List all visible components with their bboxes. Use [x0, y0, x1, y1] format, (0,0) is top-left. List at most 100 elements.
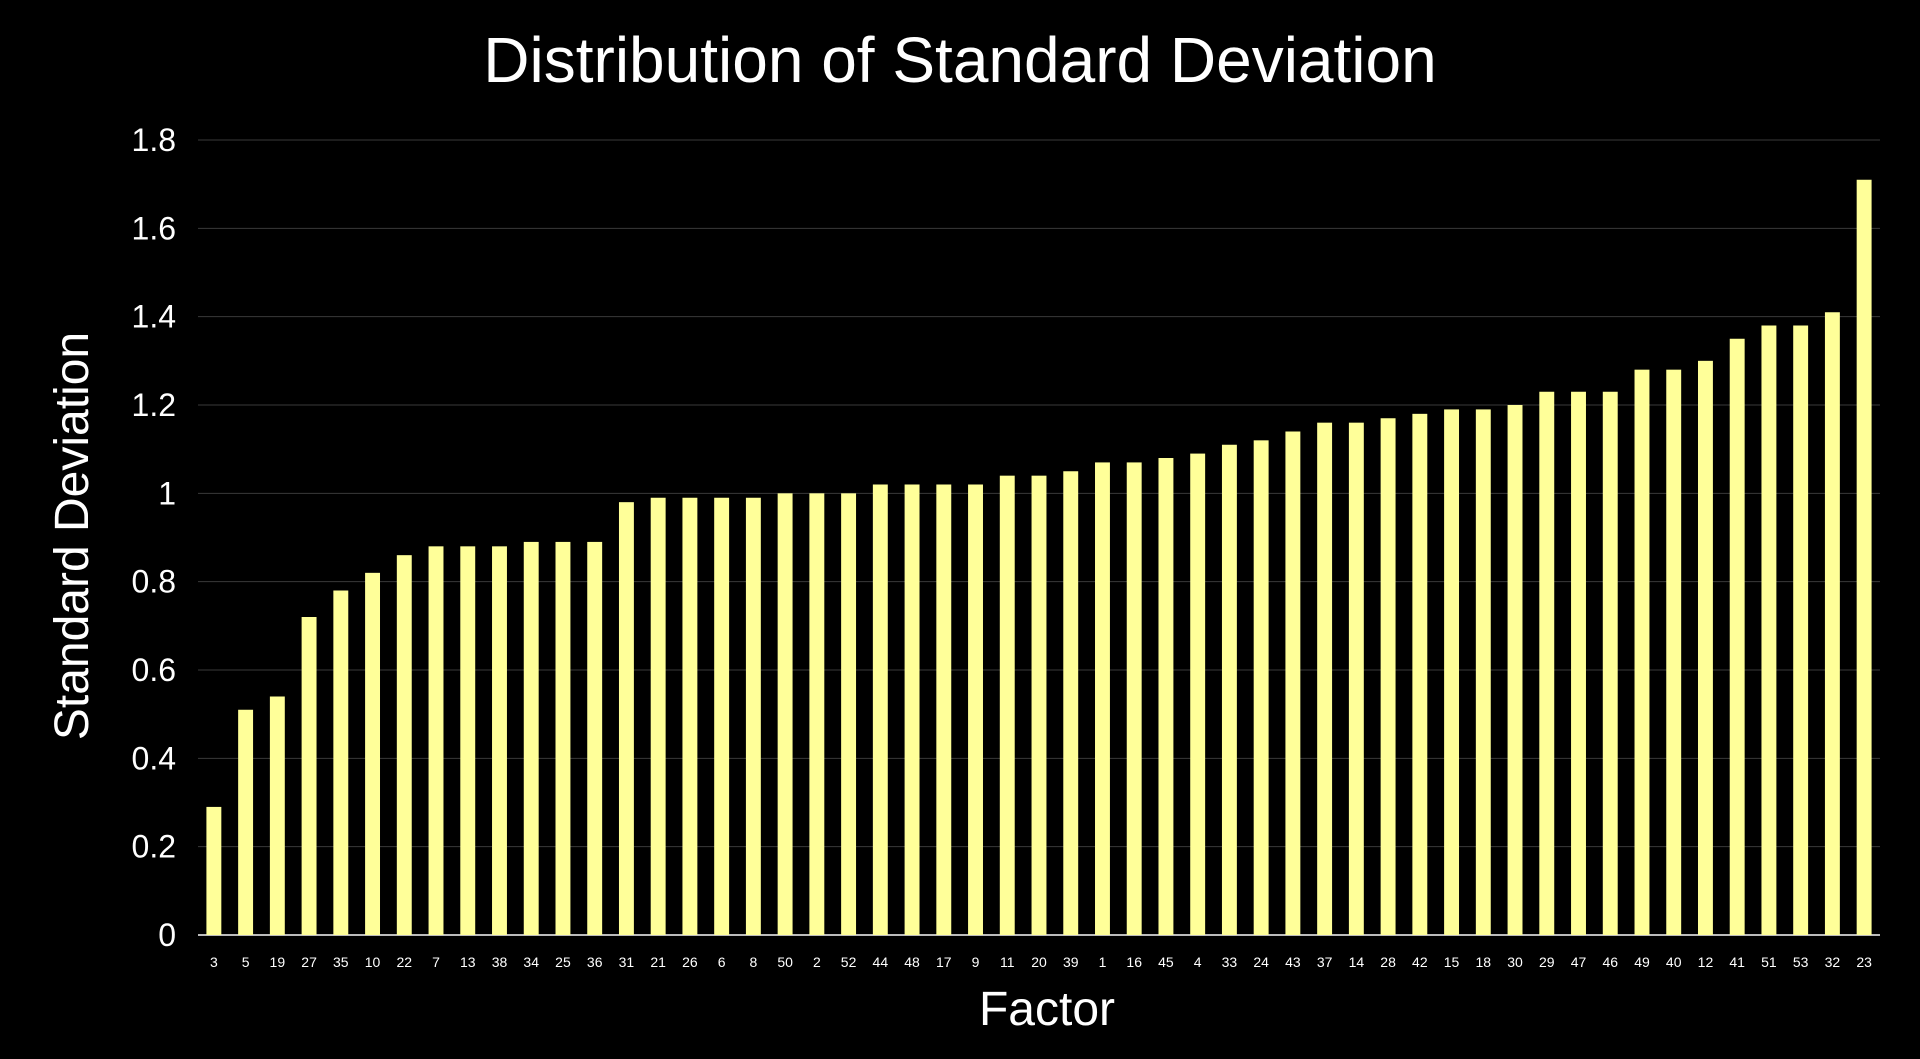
bar-factor-27	[301, 617, 317, 935]
bar-factor-22	[396, 555, 412, 935]
x-tick-label: 4	[1194, 954, 1202, 970]
y-tick-label: 0.6	[132, 652, 176, 688]
x-tick-label: 48	[904, 954, 920, 970]
x-tick-label: 22	[396, 954, 412, 970]
bar-factor-5	[238, 709, 254, 935]
bar-factor-15	[1444, 409, 1460, 936]
bar-factor-47	[1571, 391, 1586, 935]
y-tick-label: 1.6	[132, 210, 176, 246]
x-tick-label: 23	[1856, 954, 1872, 970]
bar-factor-44	[872, 484, 888, 935]
x-tick-label: 6	[718, 954, 726, 970]
bar-factor-52	[841, 493, 857, 935]
bar-factor-14	[1348, 422, 1364, 936]
bar-factor-17	[936, 484, 952, 935]
x-tick-label: 29	[1539, 954, 1555, 970]
x-tick-label: 49	[1634, 954, 1650, 970]
x-tick-label: 47	[1571, 954, 1587, 970]
bar-factor-45	[1158, 458, 1174, 935]
x-tick-label: 44	[873, 954, 889, 970]
x-tick-label: 32	[1825, 954, 1841, 970]
x-tick-label: 40	[1666, 954, 1682, 970]
x-tick-label: 39	[1063, 954, 1079, 970]
bar-factor-28	[1380, 418, 1396, 935]
x-tick-label: 42	[1412, 954, 1428, 970]
x-tick-label: 53	[1793, 954, 1809, 970]
y-tick-label: 1.2	[132, 387, 176, 423]
bar-factor-49	[1634, 369, 1650, 936]
bar-factor-30	[1507, 405, 1523, 935]
bar-factor-2	[809, 493, 825, 935]
x-tick-label: 43	[1285, 954, 1301, 970]
bar-factor-31	[618, 502, 634, 935]
x-tick-label: 11	[1000, 954, 1015, 970]
bar-factor-42	[1412, 413, 1428, 935]
x-tick-label: 37	[1317, 954, 1333, 970]
x-tick-label: 12	[1698, 954, 1714, 970]
bar-factor-43	[1285, 431, 1301, 935]
x-tick-label: 34	[523, 954, 539, 970]
x-tick-label: 45	[1158, 954, 1174, 970]
bar-factor-25	[555, 541, 571, 935]
y-tick-label: 0.4	[132, 740, 176, 776]
x-tick-label: 16	[1126, 954, 1142, 970]
bar-factor-33	[1221, 444, 1237, 935]
x-tick-label: 10	[365, 954, 381, 970]
y-tick-label: 1.4	[132, 299, 176, 335]
bar-factor-46	[1602, 391, 1618, 935]
bar-factor-21	[650, 497, 666, 935]
bar-factor-38	[492, 546, 507, 935]
bar-factor-8	[745, 497, 761, 935]
x-tick-label: 38	[492, 954, 508, 970]
x-tick-label: 30	[1507, 954, 1523, 970]
y-tick-label: 0	[158, 917, 176, 953]
y-axis-ticks: 0 0.2 0.4 0.6 0.8 1 1.2 1.4 1.6 1.8	[132, 122, 176, 953]
x-tick-label: 19	[270, 954, 286, 970]
x-tick-label: 24	[1253, 954, 1269, 970]
x-tick-label: 25	[555, 954, 571, 970]
x-tick-label: 5	[242, 954, 250, 970]
bar-factor-29	[1539, 391, 1555, 935]
bar-factor-26	[682, 497, 698, 935]
y-axis-label: Standard Deviation	[46, 332, 99, 740]
x-tick-label: 3	[210, 954, 218, 970]
y-tick-label: 0.8	[132, 564, 176, 600]
bar-factor-50	[777, 493, 793, 935]
x-tick-label: 17	[936, 954, 952, 970]
bar-factor-36	[587, 541, 603, 935]
x-tick-label: 7	[432, 954, 440, 970]
x-tick-label: 50	[777, 954, 793, 970]
x-tick-label: 51	[1761, 954, 1777, 970]
x-tick-label: 33	[1222, 954, 1238, 970]
bar-factor-39	[1063, 471, 1079, 935]
x-tick-label: 14	[1349, 954, 1365, 970]
bar-factor-13	[460, 546, 476, 935]
bar-factor-3	[206, 806, 222, 935]
bar-factor-7	[428, 546, 444, 935]
x-tick-label: 46	[1602, 954, 1618, 970]
bar-factor-40	[1666, 369, 1682, 936]
bar-factor-4	[1190, 453, 1206, 935]
x-tick-label: 9	[972, 954, 980, 970]
x-tick-label: 21	[650, 954, 666, 970]
bar-factor-16	[1126, 462, 1142, 935]
bar-factor-32	[1824, 312, 1840, 935]
x-tick-label: 8	[749, 954, 757, 970]
x-tick-label: 52	[841, 954, 857, 970]
chart-title: Distribution of Standard Deviation	[483, 24, 1436, 96]
x-tick-label: 13	[460, 954, 476, 970]
bar-factor-23	[1856, 179, 1872, 935]
bar-factor-18	[1475, 409, 1491, 936]
y-tick-label: 1	[158, 475, 176, 511]
bar-factor-41	[1729, 338, 1745, 935]
y-tick-label: 0.2	[132, 829, 176, 865]
x-axis-label: Factor	[979, 983, 1115, 1036]
bar-factor-11	[999, 475, 1015, 935]
bars	[206, 179, 1872, 936]
bar-factor-20	[1031, 475, 1047, 935]
bar-factor-37	[1317, 422, 1333, 936]
x-axis-ticks: 3 5 19 27 35 10 22 7 13 38 34 25 36 31 21 26 6 8 50 2 52 44 48…	[210, 954, 1872, 970]
bar-factor-10	[365, 572, 381, 935]
